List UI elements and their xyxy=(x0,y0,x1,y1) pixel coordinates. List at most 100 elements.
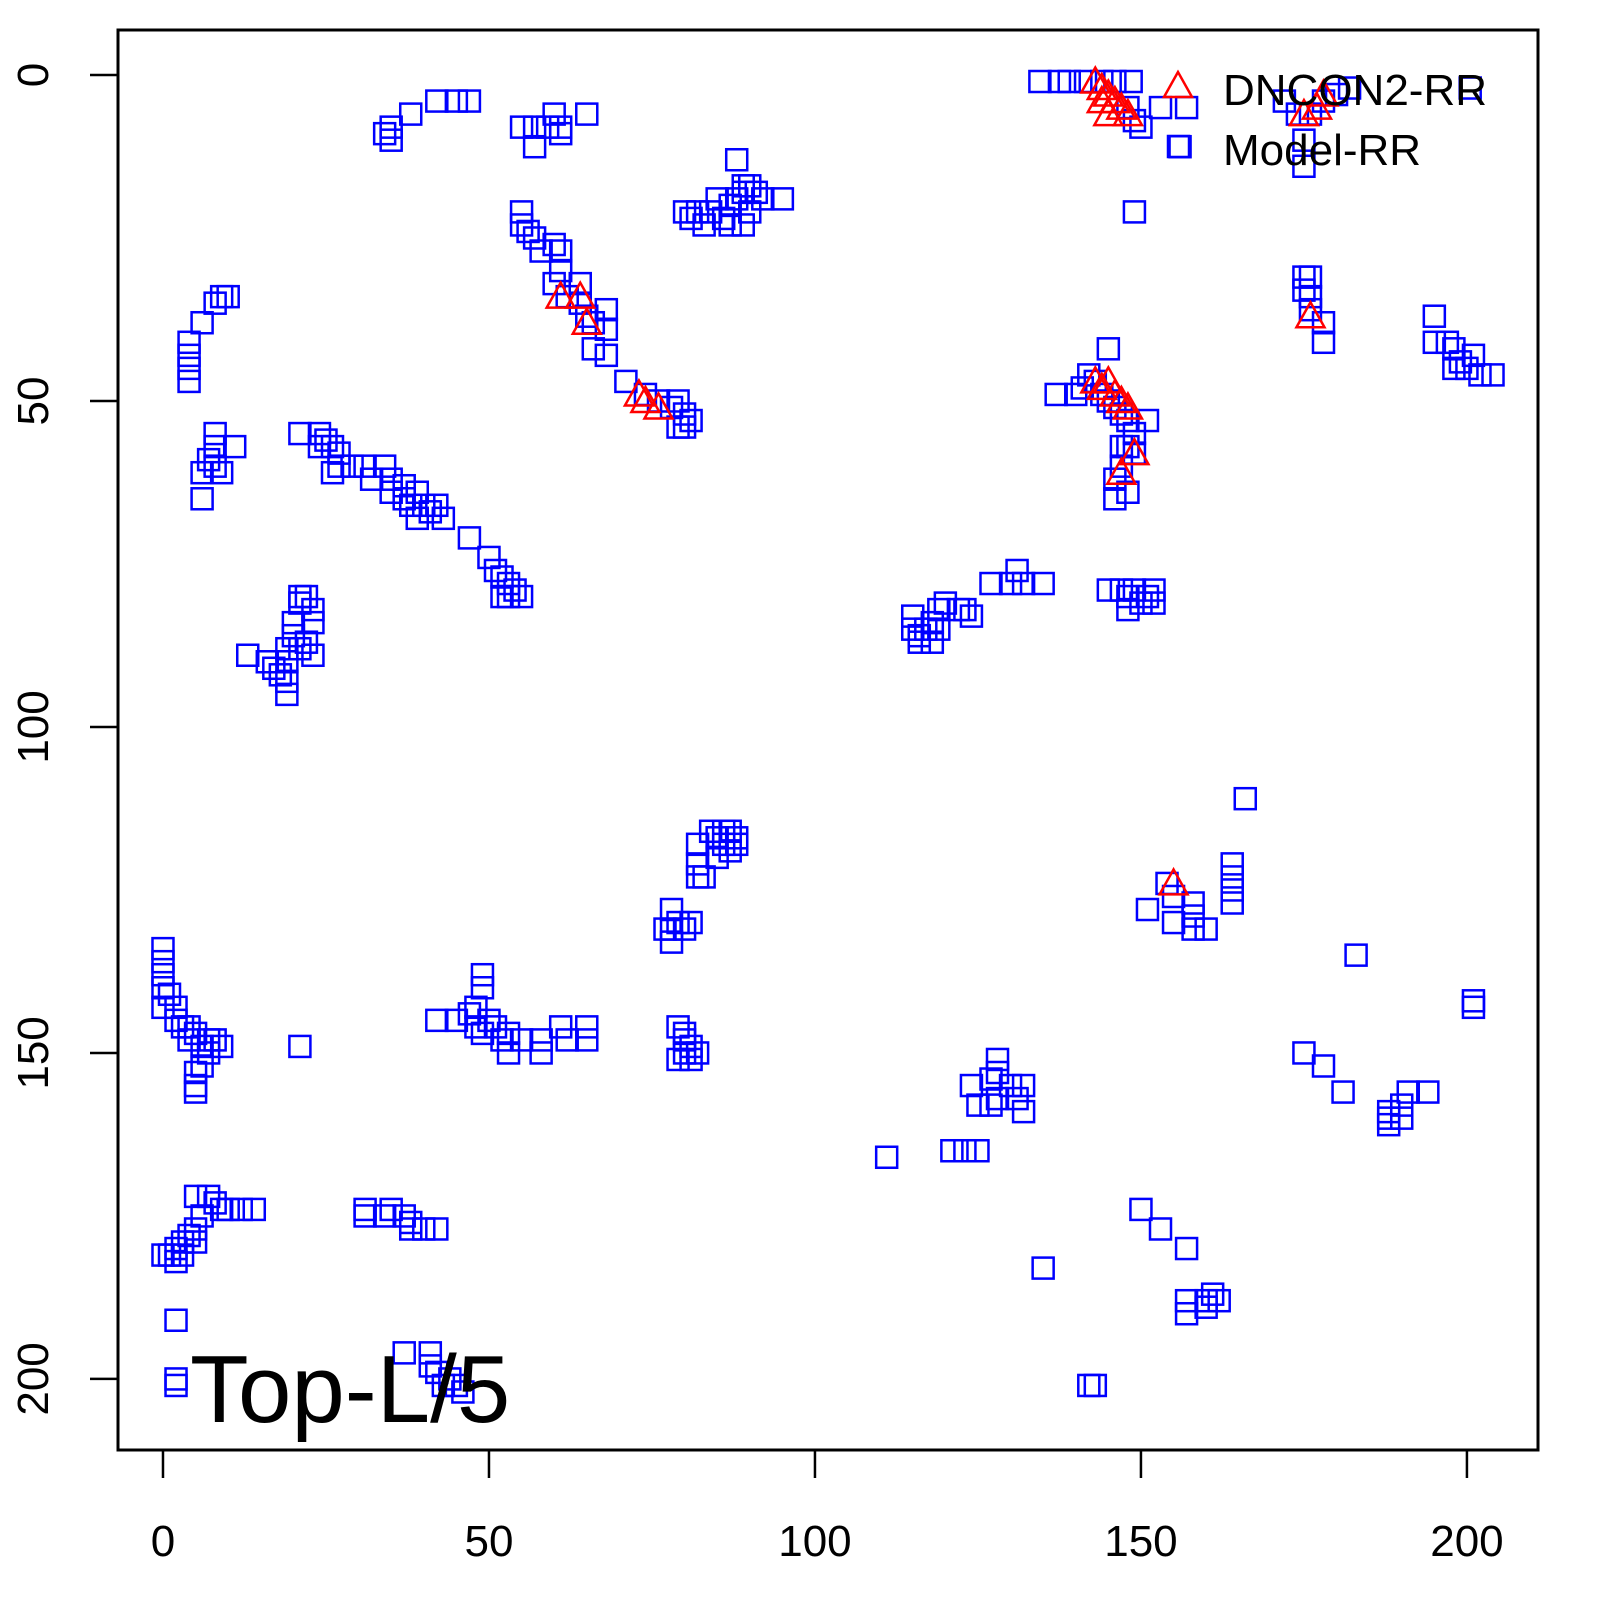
model-rr-point xyxy=(477,1008,501,1033)
model-rr-point xyxy=(203,1191,227,1215)
model-rr-point xyxy=(692,865,716,889)
model-rr-point xyxy=(314,428,338,452)
model-rr-point xyxy=(307,421,332,446)
y-axis: 0 50 100 150 200 xyxy=(9,63,120,1416)
model-rr-point xyxy=(457,1002,482,1026)
model-rr-point xyxy=(901,617,925,641)
model-rr-point xyxy=(1122,200,1147,224)
model-rr-point xyxy=(1135,897,1160,922)
model-rr-point xyxy=(418,500,443,524)
model-rr-point xyxy=(203,434,227,459)
model-rr-point xyxy=(679,1047,703,1072)
model-rr-point xyxy=(1129,1197,1153,1222)
model-rr-point xyxy=(548,115,573,139)
model-rr-point xyxy=(457,526,482,550)
dncon2-rr-point xyxy=(1118,436,1151,466)
model-rr-point xyxy=(1194,917,1218,941)
model-rr-point xyxy=(288,591,312,615)
model-rr-point xyxy=(170,1015,195,1039)
model-rr-point xyxy=(164,1249,188,1274)
y-tick-label: 150 xyxy=(9,1016,58,1089)
y-tick-label: 0 xyxy=(9,63,58,87)
model-rr-point xyxy=(398,1210,423,1235)
model-rr-point xyxy=(575,1028,599,1052)
model-rr-point xyxy=(457,89,482,113)
model-rr-point xyxy=(183,1080,208,1104)
model-rr-point xyxy=(679,910,703,935)
model-rr-point xyxy=(209,1197,234,1222)
model-rr-point xyxy=(535,115,560,139)
model-rr-point xyxy=(294,584,319,609)
model-rr-point xyxy=(1148,1217,1173,1241)
model-rr-point xyxy=(718,193,742,218)
model-rr-point xyxy=(1116,584,1140,609)
model-rr-point xyxy=(966,1093,990,1117)
model-rr-point xyxy=(222,434,247,459)
model-rr-point xyxy=(1142,578,1166,602)
model-rr-point xyxy=(959,604,984,628)
model-rr-point xyxy=(692,213,716,237)
model-rr-point xyxy=(353,454,377,478)
plot-frame xyxy=(116,28,1540,1452)
model-rr-point xyxy=(698,819,723,844)
model-rr-point xyxy=(1109,454,1134,478)
model-rr-point xyxy=(1011,1099,1036,1124)
model-rr-point xyxy=(151,976,175,1000)
model-rr-point xyxy=(1442,337,1466,361)
model-rr-point xyxy=(529,1041,553,1065)
model-rr-point xyxy=(1311,310,1336,335)
model-rr-point xyxy=(196,1028,221,1052)
model-rr-point xyxy=(177,330,201,355)
model-rr-point xyxy=(490,565,514,589)
model-rr-point xyxy=(372,121,397,146)
model-rr-point xyxy=(685,852,710,876)
model-rr-point xyxy=(151,936,175,961)
model-rr-point xyxy=(340,454,364,478)
dncon2-rr-point xyxy=(1085,71,1118,101)
model-rr-point xyxy=(190,1034,214,1059)
y-tick-label: 200 xyxy=(9,1342,58,1415)
model-rr-point xyxy=(679,206,703,231)
model-rr-point xyxy=(490,1028,514,1052)
model-rr-point xyxy=(672,415,697,439)
dncon2-rr-point xyxy=(1092,77,1125,107)
model-rr-point xyxy=(157,982,182,1007)
model-rr-point xyxy=(431,506,456,531)
model-rr-point xyxy=(1116,408,1140,433)
model-rr-point xyxy=(985,1047,1010,1072)
model-rr-point xyxy=(509,200,534,224)
model-rr-point xyxy=(209,284,234,309)
model-rr-point xyxy=(1292,154,1316,179)
model-rr-point xyxy=(1109,578,1134,602)
model-rr-point xyxy=(1376,1099,1401,1124)
model-rr-point xyxy=(379,115,403,139)
model-rr-point xyxy=(1292,278,1316,302)
model-rr-point xyxy=(164,1373,188,1398)
model-rr-point xyxy=(353,1197,377,1222)
dncon2-rr-point xyxy=(1098,377,1132,407)
model-rr-point xyxy=(405,506,430,531)
model-rr-point xyxy=(190,1054,214,1078)
model-rr-point xyxy=(398,493,423,518)
model-rr-point xyxy=(1103,487,1127,511)
model-rr-point xyxy=(718,213,742,237)
model-rr-point xyxy=(770,187,795,211)
model-rr-point xyxy=(1135,408,1160,433)
dncon2-rr-point xyxy=(1111,97,1145,127)
model-rr-point xyxy=(1174,1236,1199,1261)
model-rr-point xyxy=(470,962,495,987)
plot-marks xyxy=(151,64,1505,1404)
model-rr-point xyxy=(705,187,729,211)
dncon2-rr-point xyxy=(629,384,662,414)
model-rr-point xyxy=(1161,884,1186,909)
model-rr-point xyxy=(275,669,299,694)
model-rr-point xyxy=(672,200,697,224)
model-rr-point xyxy=(738,200,762,224)
model-rr-point xyxy=(275,682,299,707)
model-rr-point xyxy=(509,213,534,237)
model-rr-point xyxy=(555,1028,579,1052)
model-rr-point xyxy=(966,1138,990,1163)
model-rr-point xyxy=(353,1204,377,1228)
model-rr-point xyxy=(288,636,312,661)
model-rr-point xyxy=(1194,1295,1218,1319)
